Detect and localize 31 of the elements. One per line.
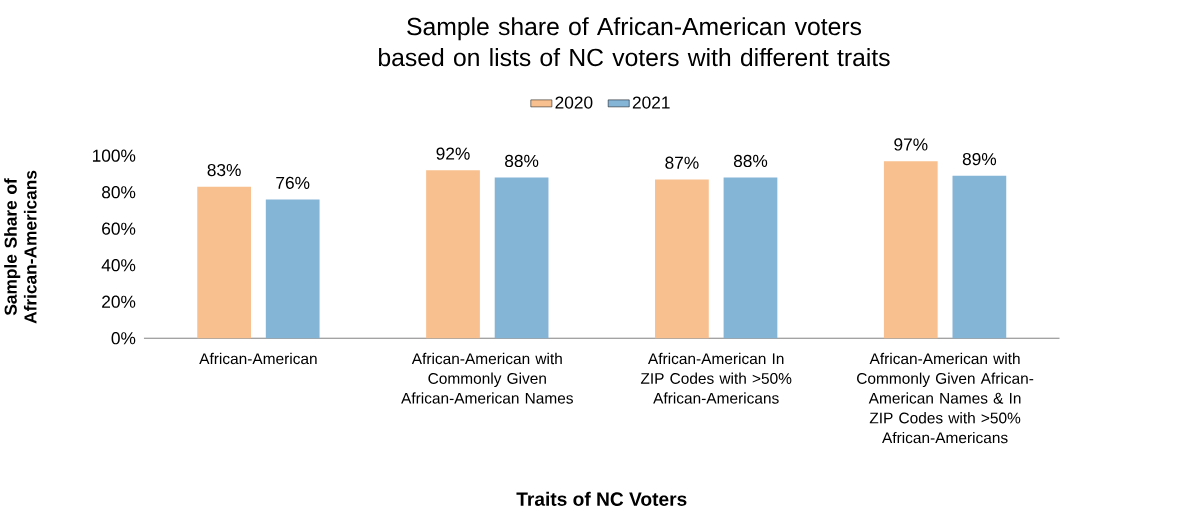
y-tick-label: 60%: [102, 222, 136, 235]
data-label: 87%: [665, 156, 699, 169]
bar: [883, 160, 938, 339]
data-label: 88%: [505, 154, 539, 167]
y-tick-label: 80%: [102, 185, 136, 199]
legend-label: 2020: [555, 96, 593, 109]
y-tick-label: 100%: [92, 149, 136, 162]
x-tick-label: African-American In ZIP Codes with >50% African-Americans: [640, 352, 792, 404]
x-axis-title: Traits of NC Voters: [516, 491, 687, 506]
data-label: 92%: [436, 147, 470, 160]
bar: [426, 170, 480, 339]
bar: [655, 179, 709, 339]
data-label: 88%: [733, 154, 768, 167]
x-tick-label: African-American with Commonly Given African-American Names & In ZIP Codes with >50% African-Americans: [857, 352, 1034, 444]
x-tick-label: African-American with Commonly Given African-American Names: [401, 352, 573, 404]
data-label: 76%: [276, 176, 310, 189]
x-tick-label: African-American: [199, 352, 317, 364]
y-tick-label: 20%: [102, 295, 136, 308]
legend-label: 2021: [632, 96, 670, 109]
bar: [723, 177, 778, 339]
data-label: 97%: [894, 138, 928, 151]
bar: [952, 175, 1007, 339]
y-tick-label: 40%: [101, 258, 136, 272]
bar: [197, 186, 251, 339]
data-label: 89%: [962, 152, 997, 165]
y-axis-title: Sample Share of African-Americans: [4, 170, 37, 324]
data-label: 83%: [207, 163, 241, 176]
bar: [265, 199, 320, 339]
bar: [494, 177, 549, 339]
chart-title: Sample share of African-American voters based on lists of NC voters with different traits: [379, 16, 890, 66]
y-tick-label: 0%: [111, 331, 136, 345]
